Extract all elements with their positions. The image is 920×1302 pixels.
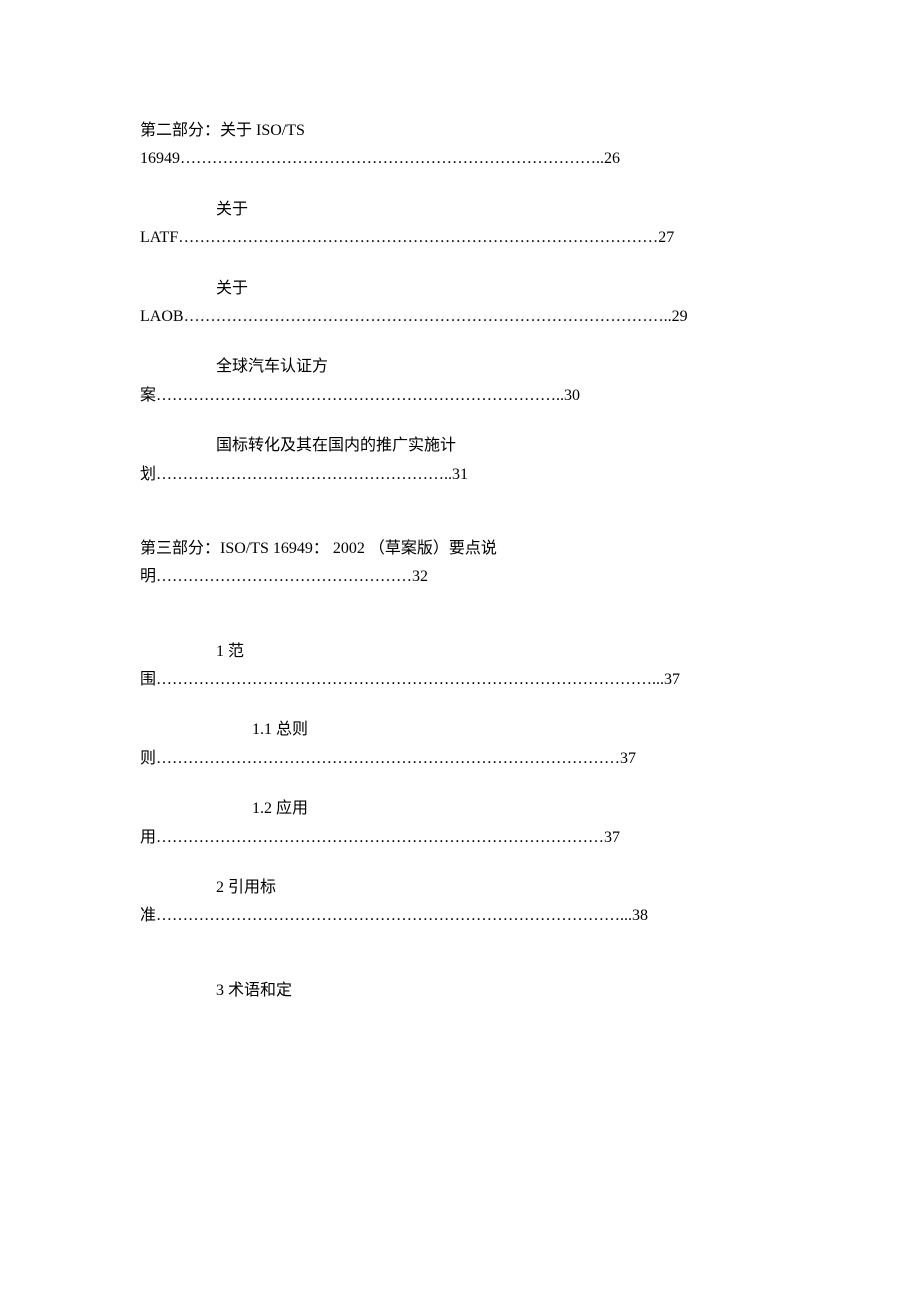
- toc-entry-leader: 明…………………………………………32: [140, 566, 780, 588]
- toc-entry-prefix: 划: [140, 464, 156, 486]
- toc-entry-label: 全球汽车认证方: [140, 356, 780, 378]
- section-gap: [140, 956, 780, 980]
- toc-entry-label: 3 术语和定: [140, 980, 780, 1002]
- toc-entry: 1.1 总则则……………………………………………………………………………37: [140, 719, 780, 770]
- toc-entry-page: 31: [452, 464, 468, 486]
- toc-entry-page: 26: [604, 148, 620, 170]
- toc-entry: 关于 LAOB………………………………………………………………………………..29: [140, 278, 780, 329]
- toc-entry-dots: …………………………………………: [156, 566, 412, 588]
- toc-entry-label: 第二部分：关于 ISO/TS: [140, 120, 780, 142]
- toc-entry-dots: ………………………………………………..: [156, 464, 452, 486]
- toc-entry-leader: LAOB………………………………………………………………………………..29: [140, 306, 780, 328]
- toc-entry-prefix: 用: [140, 827, 156, 849]
- toc-entry-page: 30: [564, 385, 580, 407]
- toc-entry-label: 1 范: [140, 641, 780, 663]
- toc-entry-prefix: LATF: [140, 227, 178, 249]
- toc-entry-page: 38: [632, 905, 648, 927]
- section-gap: [140, 617, 780, 641]
- toc-entry-leader: 则……………………………………………………………………………37: [140, 748, 780, 770]
- toc-entry-prefix: 16949: [140, 148, 180, 170]
- toc-entry: 1 范围…………………………………………………………………………………...37: [140, 641, 780, 692]
- toc-entry-leader: 划………………………………………………..31: [140, 464, 780, 486]
- toc-entry-page: 37: [664, 669, 680, 691]
- section-gap: [140, 514, 780, 538]
- toc-entry-label: 国标转化及其在国内的推广实施计: [140, 435, 780, 457]
- toc-entry-page: 37: [604, 827, 620, 849]
- toc-entry-prefix: LAOB: [140, 306, 184, 328]
- toc-entry-prefix: 围: [140, 669, 156, 691]
- toc-entry-prefix: 准: [140, 905, 156, 927]
- toc-entry-dots: ………………………………………………………………………………..: [184, 306, 672, 328]
- toc-entry-prefix: 则: [140, 748, 156, 770]
- toc-entry: 全球汽车认证方案…………………………………………………………………..30: [140, 356, 780, 407]
- toc-entry-page: 29: [672, 306, 688, 328]
- toc-entry-leader: 围…………………………………………………………………………………...37: [140, 669, 780, 691]
- toc-entry: 国标转化及其在国内的推广实施计划………………………………………………..31: [140, 435, 780, 486]
- toc-entry-prefix: 明: [140, 566, 156, 588]
- toc-entry-dots: …………………………………………………………………………………...: [156, 669, 664, 691]
- toc-entry-dots: ……………………………………………………………………………: [156, 748, 620, 770]
- toc-entry: 第三部分：ISO/TS 16949： 2002 （草案版）要点说明……………………: [140, 538, 780, 589]
- toc-entry-dots: …………………………………………………………………………: [156, 827, 604, 849]
- toc-entry-page: 27: [658, 227, 674, 249]
- toc-entry-dots: ……………………………………………………………………..: [180, 148, 604, 170]
- toc-entry-leader: 用…………………………………………………………………………37: [140, 827, 780, 849]
- toc-entry-label: 1.1 总则: [140, 719, 780, 741]
- toc-entry-page: 32: [412, 566, 428, 588]
- toc-entry-dots: ………………………………………………………………………………: [178, 227, 658, 249]
- toc-entry-prefix: 案: [140, 385, 156, 407]
- toc-entry-page: 37: [620, 748, 636, 770]
- toc-entry: 3 术语和定: [140, 980, 780, 1002]
- toc-entry-leader: 案…………………………………………………………………..30: [140, 385, 780, 407]
- toc-entry-label: 2 引用标: [140, 877, 780, 899]
- toc-entry: 关于 LATF………………………………………………………………………………27: [140, 199, 780, 250]
- toc-entry-label: 关于: [140, 199, 780, 221]
- toc-entry: 第二部分：关于 ISO/TS 16949…………………………………………………………: [140, 120, 780, 171]
- toc-entry: 1.2 应用用…………………………………………………………………………37: [140, 798, 780, 849]
- toc-entry-leader: 16949……………………………………………………………………..26: [140, 148, 780, 170]
- toc-entry-label: 1.2 应用: [140, 798, 780, 820]
- toc-entry: 2 引用标准……………………………………………………………………………...38: [140, 877, 780, 928]
- table-of-contents: 第二部分：关于 ISO/TS16949…………………………………………………………: [140, 120, 780, 1002]
- toc-entry-label: 第三部分：ISO/TS 16949： 2002 （草案版）要点说: [140, 538, 780, 560]
- toc-entry-label: 关于: [140, 278, 780, 300]
- toc-entry-dots: ……………………………………………………………………………...: [156, 905, 632, 927]
- toc-entry-dots: …………………………………………………………………..: [156, 385, 564, 407]
- toc-entry-leader: 准……………………………………………………………………………...38: [140, 905, 780, 927]
- toc-entry-leader: LATF………………………………………………………………………………27: [140, 227, 780, 249]
